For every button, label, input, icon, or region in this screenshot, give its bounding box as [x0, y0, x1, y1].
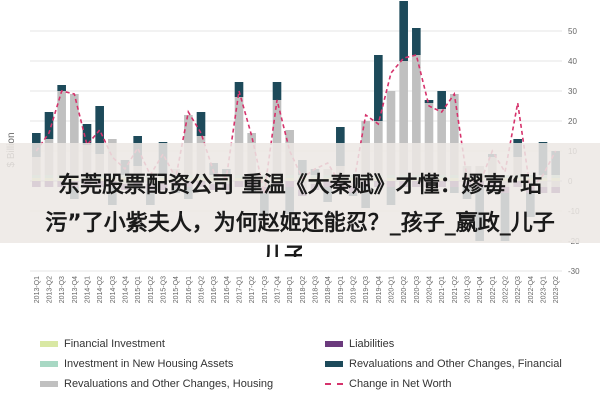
- bar-segment: [386, 91, 396, 175]
- legend-label: Change in Net Worth: [349, 378, 452, 390]
- x-tick-label: 2015-Q4: [173, 276, 180, 303]
- x-tick-label: 2022-Q3: [515, 276, 522, 303]
- bar-segment: [412, 55, 421, 175]
- bar-segment: [272, 82, 282, 100]
- x-tick-label: 2015-Q3: [161, 276, 168, 303]
- bar-segment: [95, 106, 104, 154]
- x-tick-label: 2014-Q3: [110, 276, 117, 303]
- x-tick-label: 2017-Q3: [262, 276, 269, 303]
- overlay-title-line-2: 污”了小紫夫人，为何赵姬还能忍？_孩子_嬴政_儿子: [45, 211, 555, 236]
- x-tick-label: 2017-Q2: [249, 276, 256, 303]
- bar-segment: [82, 124, 92, 145]
- bar-segment: [57, 91, 66, 175]
- y-tick-label: 20: [568, 117, 577, 126]
- x-tick-label: 2023-Q1: [541, 276, 548, 303]
- legend-label: Financial Investment: [64, 338, 165, 350]
- x-tick-label: 2015-Q2: [148, 276, 155, 303]
- legend-item-liabilities: Liabilities: [325, 338, 394, 350]
- y-tick-label: -30: [568, 267, 580, 276]
- bar-segment: [70, 94, 79, 175]
- x-tick-label: 2018-Q1: [287, 276, 294, 303]
- bar-segment: [424, 100, 434, 103]
- x-tick-label: 2016-Q1: [186, 276, 193, 303]
- x-tick-label: 2018-Q2: [300, 276, 307, 303]
- bar-segment: [234, 82, 244, 97]
- bar-segment: [437, 109, 446, 175]
- x-tick-label: 2020-Q1: [389, 276, 396, 303]
- bar-segment: [437, 91, 446, 109]
- legend-swatch: [40, 381, 58, 387]
- bar-segment: [374, 55, 383, 121]
- bar-segment: [44, 112, 54, 139]
- x-tick-label: 2013-Q1: [34, 276, 41, 303]
- legend-label: Revaluations and Other Changes, Financia…: [349, 358, 562, 370]
- x-tick-label: 2019-Q3: [363, 276, 370, 303]
- bar-segment: [272, 100, 282, 175]
- legend-swatch: [40, 361, 58, 367]
- x-tick-label: 2017-Q1: [237, 276, 244, 303]
- x-tick-label: 2021-Q1: [439, 276, 446, 303]
- x-tick-label: 2015-Q1: [135, 276, 142, 303]
- x-tick-label: 2014-Q2: [97, 276, 104, 303]
- legend-item-reval-housing: Revaluations and Other Changes, Housing: [40, 378, 273, 390]
- y-tick-label: 50: [568, 27, 577, 36]
- legend-swatch: [325, 361, 343, 367]
- x-tick-label: 2023-Q2: [553, 276, 560, 303]
- legend-label: Revaluations and Other Changes, Housing: [64, 378, 274, 390]
- x-tick-label: 2018-Q3: [313, 276, 320, 303]
- bar-segment: [424, 103, 434, 175]
- legend-swatch: [325, 383, 343, 385]
- x-tick-label: 2014-Q1: [85, 276, 92, 303]
- legend-label: Investment in New Housing Assets: [64, 358, 234, 370]
- x-tick-label: 2013-Q2: [47, 276, 54, 303]
- x-tick-label: 2013-Q3: [59, 276, 66, 303]
- x-tick-label: 2019-Q1: [338, 276, 345, 303]
- y-tick-label: 40: [568, 57, 577, 66]
- x-tick-label: 2021-Q3: [465, 276, 472, 303]
- x-tick-label: 2016-Q4: [224, 276, 231, 303]
- x-tick-label: 2021-Q4: [477, 276, 484, 303]
- overlay-title-line-3: 儿子: [262, 244, 302, 257]
- x-tick-label: 2020-Q2: [401, 276, 408, 303]
- overlay-title-line-1: 东莞股票配资公司 重温《大秦赋》才懂：嫪毐“玷: [57, 173, 543, 198]
- bar-segment: [399, 1, 408, 61]
- bar-segment: [450, 94, 459, 175]
- x-tick-label: 2016-Q3: [211, 276, 218, 303]
- legend-item-net-worth: Change in Net Worth: [325, 378, 452, 390]
- x-tick-label: 2022-Q1: [490, 276, 497, 303]
- x-tick-label: 2022-Q2: [503, 276, 510, 303]
- y-tick-label: 30: [568, 87, 577, 96]
- legend-item-reval-financial: Revaluations and Other Changes, Financia…: [325, 358, 562, 370]
- x-tick-label: 2013-Q4: [72, 276, 79, 303]
- bar-segment: [196, 112, 206, 136]
- legend-swatch: [40, 341, 58, 347]
- chart-legend: Financial Investment Investment in New H…: [0, 330, 600, 400]
- legend-item-financial-investment: Financial Investment: [40, 338, 165, 350]
- legend-item-investment-housing: Investment in New Housing Assets: [40, 358, 233, 370]
- x-tick-label: 2016-Q2: [199, 276, 206, 303]
- x-tick-label: 2020-Q3: [414, 276, 421, 303]
- x-tick-label: 2019-Q2: [351, 276, 358, 303]
- x-tick-label: 2020-Q4: [427, 276, 434, 303]
- bar-segment: [234, 97, 244, 175]
- x-axis-ticks: 2013-Q1 2013-Q2 2013-Q3 2013-Q4 2014-Q1 2014-…: [34, 276, 560, 303]
- x-tick-label: 2017-Q4: [275, 276, 282, 303]
- x-tick-label: 2019-Q4: [376, 276, 383, 303]
- x-tick-label: 2021-Q2: [452, 276, 459, 303]
- bar-segment: [57, 85, 66, 91]
- legend-label: Liabilities: [349, 338, 395, 350]
- legend-swatch: [325, 341, 343, 347]
- x-tick-label: 2018-Q4: [325, 276, 332, 303]
- bar-segment: [399, 61, 408, 175]
- overlay-banner: 东莞股票配资公司 重温《大秦赋》才懂：嫪毐“玷 污”了小紫夫人，为何赵姬还能忍？…: [0, 143, 600, 257]
- bar-segment: [412, 28, 421, 55]
- x-tick-label: 2022-Q4: [528, 276, 535, 303]
- x-tick-label: 2014-Q4: [123, 276, 130, 303]
